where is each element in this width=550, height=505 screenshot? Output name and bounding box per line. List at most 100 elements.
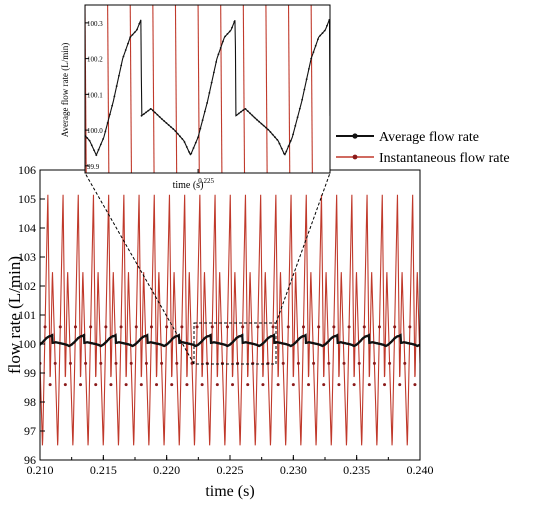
inset-y-tick-label: 100.3: [87, 20, 103, 28]
inset-average-point: [108, 113, 111, 116]
main-instantaneous-point: [281, 361, 285, 365]
main-average-point: [367, 334, 370, 337]
main-y-ticks: 96 97 98 99 100 101 102 103 104 105 106: [18, 163, 45, 467]
inset-average-point: [235, 114, 238, 117]
main-instantaneous-point: [119, 325, 123, 329]
main-average-point: [272, 333, 276, 337]
main-y-tick-label: 96: [24, 453, 36, 467]
main-instantaneous-point: [357, 361, 361, 365]
main-instantaneous-point: [352, 383, 356, 387]
main-y-tick-label: 100: [18, 337, 36, 351]
inset-average-point: [260, 122, 263, 125]
main-average-point: [417, 344, 420, 347]
main-instantaneous-point: [372, 361, 376, 365]
inset-average-point: [215, 61, 218, 63]
main-y-tick-label: 102: [18, 279, 36, 293]
inset-average-point: [115, 85, 118, 87]
inset-x-ticks: 0.225: [197, 169, 214, 185]
inset-average-point: [298, 107, 301, 110]
inset-average-point: [203, 110, 206, 113]
inset-average-point: [188, 150, 190, 153]
inset-average-point: [285, 150, 288, 153]
inset-average-point: [310, 57, 313, 60]
main-instantaneous-point: [408, 325, 412, 329]
main-average-point: [209, 334, 212, 337]
inset-average-point: [258, 120, 261, 123]
main-instantaneous-point: [322, 383, 326, 387]
inset-average-point: [323, 29, 326, 32]
inset-average-point: [154, 111, 157, 114]
inset-average-point: [276, 138, 279, 141]
main-instantaneous-point: [296, 361, 300, 365]
inset-average-point: [251, 114, 254, 117]
legend-item-instantaneous: Instantaneous flow rate: [336, 151, 510, 166]
main-x-tick-label: 0.225: [217, 463, 244, 477]
inset-instantaneous-segment: [242, 5, 246, 173]
inset-average-point: [140, 114, 143, 117]
inset-average-point: [90, 144, 93, 147]
main-instantaneous-point: [84, 361, 88, 365]
main-instantaneous-point: [312, 361, 316, 365]
main-instantaneous-point: [342, 361, 346, 365]
inset-average-point: [145, 111, 147, 114]
inset-average-point: [102, 138, 104, 140]
main-average-point: [388, 342, 391, 345]
inset-x-axis-label: time (s): [173, 180, 204, 191]
main-average-point: [201, 339, 204, 342]
inset-y-tick-label: 100.0: [87, 127, 103, 135]
inset-average-point: [244, 108, 247, 110]
main-instantaneous-point: [109, 383, 113, 387]
inset-average-point: [95, 154, 98, 157]
main-average-point: [75, 338, 78, 342]
inset-average-point: [179, 135, 181, 138]
main-instantaneous-point: [94, 383, 98, 387]
main-instantaneous-point: [398, 383, 402, 387]
main-instantaneous-point: [231, 383, 235, 387]
main-average-point: [326, 341, 329, 344]
main-instantaneous-point: [246, 383, 250, 387]
zoom-connector-left: [84, 172, 195, 365]
inset-instantaneous-segment: [129, 5, 132, 173]
main-instantaneous-point: [165, 325, 169, 329]
main-average-point: [356, 342, 359, 345]
inset-average-point: [201, 119, 204, 121]
inset-average-point: [88, 139, 91, 142]
main-instantaneous-point: [73, 325, 77, 329]
inset-instantaneous-segment: [174, 5, 178, 173]
inset-average-point: [163, 120, 166, 122]
inset-average-point: [246, 110, 249, 113]
inset-average-point: [242, 109, 245, 111]
main-instantaneous-point: [124, 383, 128, 387]
inset-average-point: [314, 44, 317, 47]
inset-y-tick-label: 99.9: [87, 163, 100, 171]
main-average-point: [294, 341, 297, 344]
inset-average-point: [317, 38, 319, 41]
inset-average-point: [283, 152, 285, 155]
inset-average-point: [292, 133, 294, 136]
inset-average-point: [93, 149, 95, 152]
main-average-point: [43, 338, 46, 342]
inset-average-point: [269, 131, 272, 133]
legend: Average flow rate Instantaneous flow rat…: [336, 130, 510, 166]
main-average-point: [72, 341, 75, 345]
main-average-point: [303, 334, 306, 338]
inset-average-point: [156, 113, 159, 116]
main-instantaneous-point: [383, 383, 387, 387]
inset-average-point: [255, 118, 258, 121]
main-average-point: [335, 334, 338, 337]
inset-average-point: [280, 147, 283, 150]
inset-average-point: [265, 126, 267, 129]
main-instantaneous-point: [377, 325, 381, 329]
inset-average-point: [319, 34, 322, 37]
inset-average-point: [160, 118, 163, 120]
main-average-point: [324, 342, 327, 346]
main-average-point: [41, 340, 45, 343]
main-average-point: [295, 340, 299, 343]
main-instantaneous-point: [170, 383, 174, 387]
inset-instantaneous-segment: [107, 5, 110, 173]
main-instantaneous-point: [48, 383, 52, 387]
main-instantaneous-point: [210, 325, 214, 329]
main-average-point: [228, 343, 232, 346]
inset-average-point: [237, 112, 240, 115]
